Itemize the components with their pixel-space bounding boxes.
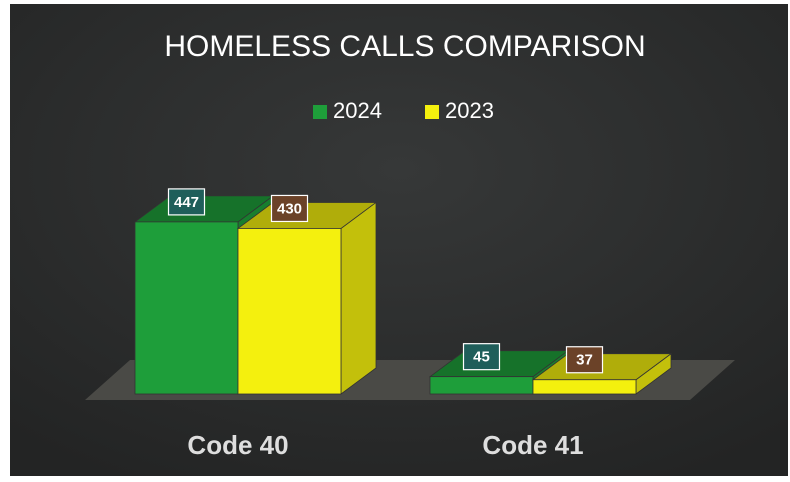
legend-label: 2023 bbox=[445, 98, 494, 123]
x-tick-label: Code 41 bbox=[482, 430, 583, 460]
bar-front bbox=[237, 228, 342, 395]
value-label: 430 bbox=[277, 200, 302, 217]
background bbox=[10, 4, 788, 476]
x-tick-label: Code 40 bbox=[187, 430, 288, 460]
legend-swatch bbox=[313, 105, 327, 119]
bar bbox=[236, 201, 378, 395]
chart-title: HOMELESS CALLS COMPARISON bbox=[164, 30, 645, 63]
value-label: 447 bbox=[174, 194, 199, 211]
bar-front bbox=[532, 379, 637, 395]
value-label: 37 bbox=[576, 352, 593, 369]
value-label: 45 bbox=[473, 349, 490, 366]
value-label-box bbox=[270, 194, 309, 223]
bar-side bbox=[340, 201, 377, 395]
legend-label: 2024 bbox=[333, 98, 382, 123]
legend-swatch bbox=[425, 105, 439, 119]
bar-front bbox=[429, 376, 534, 395]
bar-front bbox=[134, 221, 239, 395]
value-label-box bbox=[565, 346, 604, 374]
value-label-box bbox=[462, 343, 501, 371]
value-label-box bbox=[167, 188, 206, 216]
